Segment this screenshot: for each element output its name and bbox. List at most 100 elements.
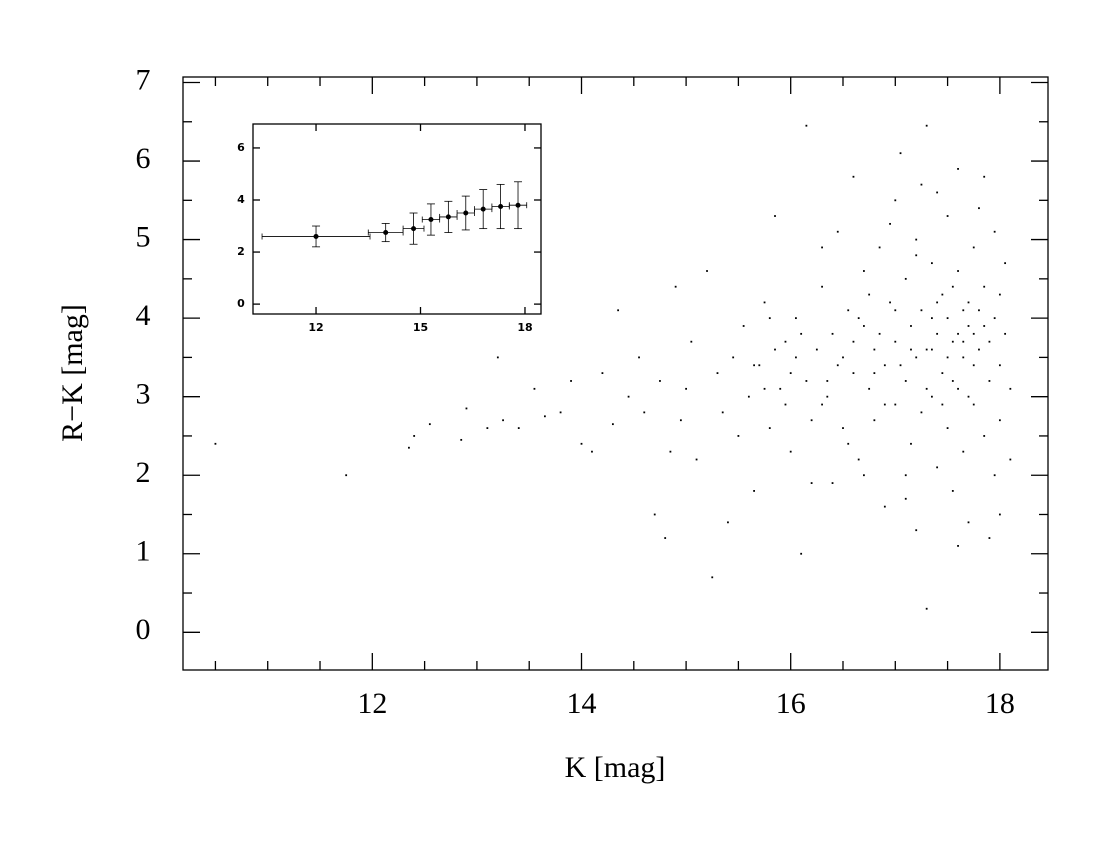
point <box>957 270 959 272</box>
point <box>543 415 546 418</box>
point <box>460 438 463 441</box>
point <box>486 427 489 429</box>
point <box>930 395 933 398</box>
x-tick-label: 15 <box>413 321 428 334</box>
point <box>533 387 536 390</box>
y-tick-label: 5 <box>136 220 151 253</box>
point <box>988 537 991 539</box>
point <box>889 301 891 304</box>
x-tick-label: 14 <box>567 687 597 720</box>
point <box>873 348 876 351</box>
point <box>972 364 975 367</box>
point <box>515 202 521 208</box>
point <box>972 246 975 249</box>
point <box>967 521 970 524</box>
y-tick-label: 0 <box>136 613 151 646</box>
point <box>894 403 897 406</box>
point <box>784 403 787 406</box>
point <box>957 332 959 335</box>
point <box>957 545 959 547</box>
point <box>910 442 912 445</box>
point <box>852 340 855 343</box>
point <box>857 317 860 320</box>
point <box>313 233 319 239</box>
point <box>653 513 656 516</box>
point <box>413 435 416 437</box>
point <box>978 348 980 351</box>
point <box>627 395 630 398</box>
point <box>998 419 1001 422</box>
point <box>915 356 918 359</box>
point <box>805 380 808 382</box>
point <box>601 372 604 375</box>
point <box>920 411 923 414</box>
point <box>873 372 876 375</box>
y-tick-label: 1 <box>136 535 151 568</box>
point <box>993 474 996 477</box>
plot-frame <box>182 76 1049 671</box>
point <box>842 356 844 359</box>
x-tick-label: 18 <box>517 321 532 334</box>
point <box>821 246 823 249</box>
point <box>559 411 562 414</box>
point <box>941 372 944 375</box>
point <box>821 403 823 406</box>
point <box>951 380 954 382</box>
point <box>951 340 954 343</box>
point <box>957 387 959 390</box>
point <box>810 482 813 484</box>
x-axis-label: K [mag] <box>565 751 666 784</box>
point <box>998 293 1001 296</box>
point <box>498 204 504 210</box>
point <box>831 482 834 484</box>
point <box>1004 262 1007 265</box>
error-bar <box>508 181 528 230</box>
error-bar <box>367 223 404 243</box>
point <box>863 325 865 327</box>
x-tick-label: 12 <box>308 321 323 334</box>
point <box>643 411 646 414</box>
point <box>920 183 923 186</box>
point <box>716 372 719 375</box>
point <box>496 356 499 359</box>
point <box>941 293 944 296</box>
point <box>445 214 451 220</box>
point <box>763 301 766 304</box>
point <box>411 226 417 232</box>
point <box>925 607 928 610</box>
point <box>857 458 860 461</box>
point <box>863 474 865 477</box>
point <box>951 490 954 492</box>
point <box>883 403 886 406</box>
point <box>889 222 891 225</box>
point <box>617 309 620 312</box>
point <box>904 474 907 477</box>
point <box>915 238 918 241</box>
point <box>768 317 771 320</box>
point <box>936 332 939 335</box>
point <box>873 419 876 422</box>
point <box>685 387 688 390</box>
point <box>638 356 640 359</box>
y-tick-label: 4 <box>136 299 151 332</box>
point <box>946 356 949 359</box>
point <box>878 246 881 249</box>
point <box>795 317 797 320</box>
point <box>962 309 965 312</box>
point <box>962 450 965 453</box>
point <box>669 450 672 453</box>
point <box>795 356 797 359</box>
point <box>962 340 965 343</box>
point <box>993 230 996 233</box>
point <box>883 505 886 508</box>
point <box>836 364 839 367</box>
point <box>930 348 933 351</box>
point <box>978 207 980 210</box>
point <box>951 285 954 288</box>
point <box>831 332 834 335</box>
point <box>983 175 986 178</box>
point <box>711 576 714 579</box>
point <box>899 364 902 367</box>
point <box>863 270 865 272</box>
